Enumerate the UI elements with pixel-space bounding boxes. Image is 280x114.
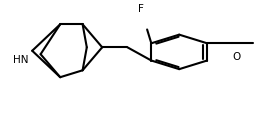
Text: F: F [139, 4, 144, 14]
Text: HN: HN [13, 54, 29, 64]
Text: O: O [232, 52, 241, 62]
